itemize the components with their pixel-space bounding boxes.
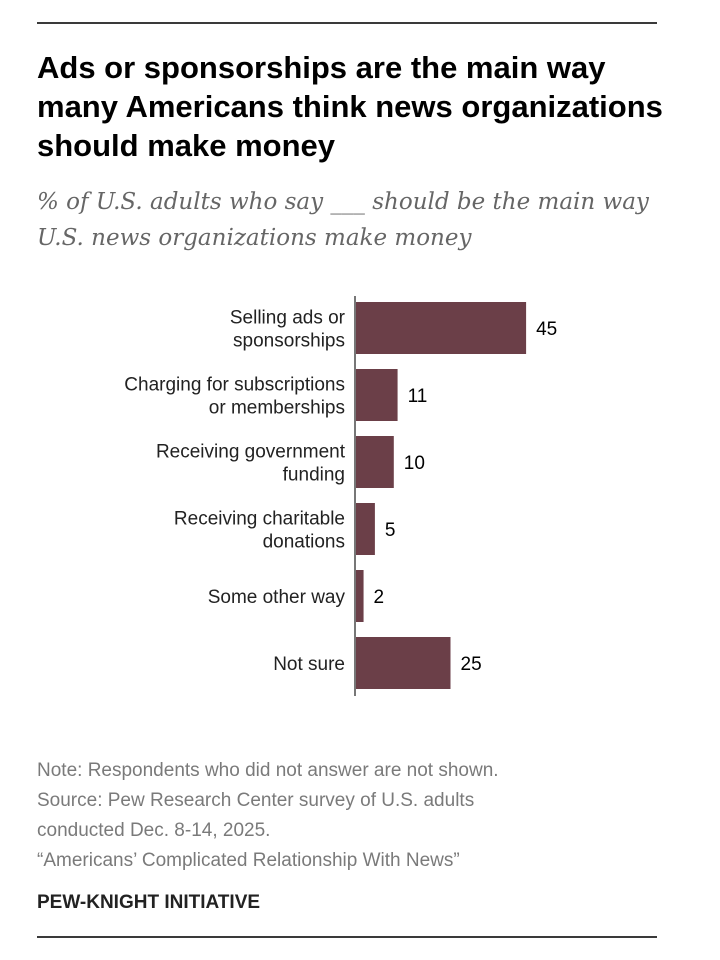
category-label: Selling ads or sponsorships: [230, 308, 346, 352]
bar: [356, 503, 375, 555]
category-label: Charging for subscriptions or memberships: [124, 375, 345, 419]
value-label: 2: [374, 587, 385, 608]
chart-title: Ads or sponsorships are the main way man…: [37, 50, 663, 163]
category-label: Not sure: [273, 654, 345, 675]
report-title: “Americans’ Complicated Relationship Wit…: [37, 850, 460, 871]
note-line: Note: Respondents who did not answer are…: [37, 760, 499, 781]
bar: [356, 570, 364, 622]
value-label: 10: [404, 453, 425, 474]
bar-chart: 45 Selling ads or sponsorships 11 Charging f…: [124, 296, 557, 696]
chart-subtitle: % of U.S. adults who say ___ should be t…: [37, 189, 649, 251]
brand-logo: PEW-KNIGHT INITIATIVE: [37, 892, 261, 913]
top-rule: [37, 22, 657, 24]
value-label: 25: [461, 654, 482, 675]
source-line: conducted Dec. 8-14, 2025.: [37, 820, 271, 841]
bar: [356, 436, 394, 488]
category-label: Some other way: [208, 587, 346, 608]
bar: [356, 637, 451, 689]
bottom-rule: [37, 936, 657, 938]
source-line: Source: Pew Research Center survey of U.…: [37, 790, 475, 811]
value-label: 5: [385, 520, 396, 541]
category-label: Receiving charitable donations: [174, 509, 345, 553]
category-label: Receiving government funding: [156, 442, 346, 486]
value-label: 11: [408, 386, 428, 407]
bar: [356, 302, 527, 354]
bar: [356, 369, 398, 421]
value-label: 45: [536, 319, 557, 340]
notes: Note: Respondents who did not answer are…: [37, 756, 499, 876]
